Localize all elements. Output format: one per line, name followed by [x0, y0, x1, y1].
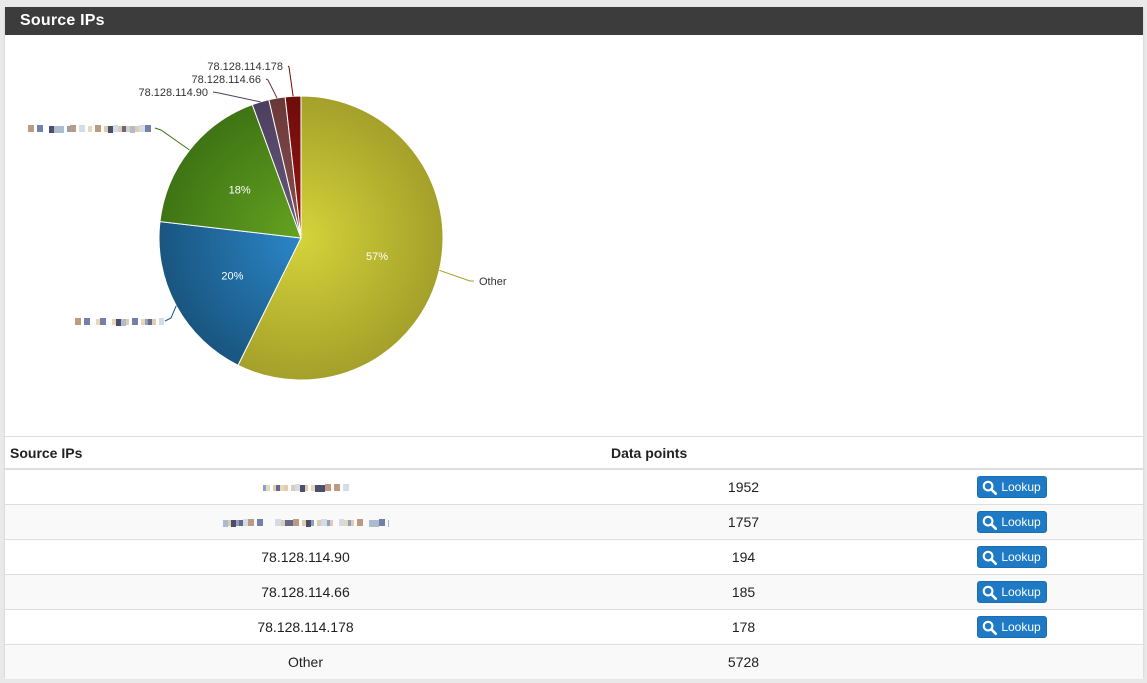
pie-slice-label-0: Other [479, 276, 507, 288]
source-ips-table: Source IPs Data points 1952 Lookup 1757 Loo… [5, 436, 1143, 679]
pie-leader-line-2 [154, 127, 190, 151]
lookup-button-label: Lookup [1001, 620, 1041, 634]
actions-cell: Lookup [881, 504, 1143, 540]
pie-slice-label-3: 78.128.114.90 [138, 87, 208, 99]
pie-leader-line-5 [287, 65, 294, 97]
pie-leader-line-4 [265, 78, 278, 99]
pie-leader-line-1 [164, 305, 177, 322]
lookup-button-label: Lookup [1001, 515, 1041, 529]
header-data-points: Data points [606, 436, 881, 470]
lookup-button-label: Lookup [1001, 585, 1041, 599]
pie-chart-svg: 57% Other 20% 18% 78.128.114.9078.128.114.66… [28, 61, 507, 381]
table-row: 78.128.114.178 178 Lookup [5, 609, 1143, 645]
data-points-cell: 178 [606, 609, 881, 645]
data-points-cell: 5728 [606, 644, 881, 679]
source-ip-value: 78.128.114.66 [261, 584, 350, 600]
pie-slice-percent-0: 57% [366, 251, 388, 263]
actions-cell [881, 644, 1143, 679]
source-ip-cell [5, 504, 606, 540]
search-icon [983, 585, 998, 600]
data-points-cell: 194 [606, 539, 881, 575]
source-ip-value: 78.128.114.178 [257, 619, 354, 635]
source-ip-cell: 78.128.114.178 [5, 609, 606, 645]
pie-slice-0[interactable] [237, 95, 444, 381]
search-icon [983, 480, 998, 495]
table-row: 1952 Lookup [5, 468, 1143, 505]
source-ip-masked [222, 519, 389, 528]
header-source-ips: Source IPs [5, 436, 606, 470]
lookup-button-label: Lookup [1001, 480, 1041, 494]
source-ip-cell: 78.128.114.66 [5, 574, 606, 610]
pie-slice-percent-2: 18% [229, 185, 251, 197]
source-ip-value: Other [287, 654, 323, 670]
lookup-button[interactable]: Lookup [977, 581, 1047, 603]
source-ip-cell: Other [5, 644, 606, 679]
actions-cell: Lookup [881, 574, 1143, 610]
table-row: 1757 Lookup [5, 504, 1143, 540]
data-points-cell: 185 [606, 574, 881, 610]
lookup-button[interactable]: Lookup [977, 546, 1047, 568]
source-ip-value: 78.128.114.90 [261, 549, 350, 565]
lookup-button[interactable]: Lookup [977, 511, 1047, 533]
source-ip-cell: 78.128.114.90 [5, 539, 606, 575]
source-ip-cell [5, 468, 606, 505]
pie-leader-line-0 [439, 269, 474, 282]
search-icon [983, 620, 998, 635]
actions-cell: Lookup [881, 539, 1143, 575]
lookup-button[interactable]: Lookup [977, 616, 1047, 638]
data-points-cell: 1952 [606, 468, 881, 505]
table-header-row: Source IPs Data points [5, 436, 1143, 470]
panel-title: Source IPs [5, 7, 1143, 35]
table-row: 78.128.114.90 194 Lookup [5, 539, 1143, 575]
table-row: 78.128.114.66 185 Lookup [5, 574, 1143, 610]
header-actions [881, 436, 1143, 470]
pie-leader-line-3 [212, 91, 261, 103]
pie-slice-label-5: 78.128.114.178 [207, 61, 283, 73]
pie-slice-label-masked-1 [75, 318, 164, 326]
pie-slice-5[interactable] [284, 95, 302, 239]
source-ips-panel: Source IPs 57% Other 20% 18% 78.128.114.90 78… [5, 7, 1143, 679]
table-row: Other 5728 [5, 644, 1143, 679]
pie-slice-label-masked-2 [28, 125, 151, 133]
lookup-button-label: Lookup [1001, 550, 1041, 564]
data-points-cell: 1757 [606, 504, 881, 540]
search-icon [983, 550, 998, 565]
actions-cell: Lookup [881, 468, 1143, 505]
source-ip-masked [262, 484, 349, 493]
pie-chart: 57% Other 20% 18% 78.128.114.90 78.128.114.66… [5, 35, 1143, 435]
actions-cell: Lookup [881, 609, 1143, 645]
lookup-button[interactable]: Lookup [977, 476, 1047, 498]
search-icon [983, 515, 998, 530]
pie-slice-1[interactable] [158, 221, 302, 366]
pie-slice-percent-1: 20% [221, 270, 243, 282]
pie-slice-2[interactable] [159, 103, 302, 239]
pie-slice-label-4: 78.128.114.66 [191, 74, 261, 86]
